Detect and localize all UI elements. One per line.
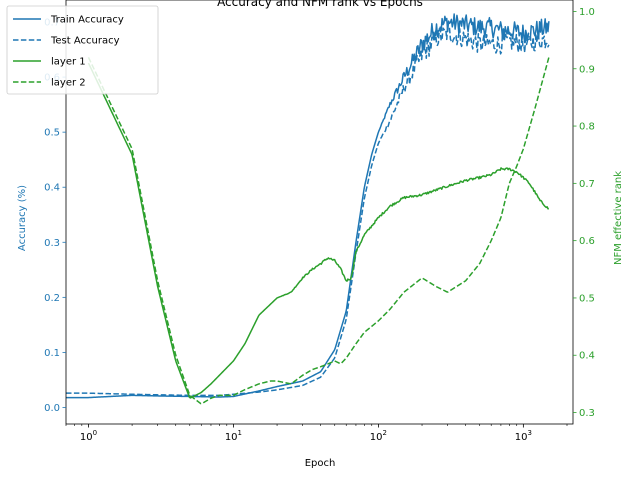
series-layer xyxy=(66,13,550,405)
plot-frame xyxy=(65,0,574,425)
x-axis-title: Epoch xyxy=(305,458,336,469)
series-line-layer-2 xyxy=(87,56,550,405)
y-right-tick-label: 0.3 xyxy=(579,408,595,419)
x-tick-label: 100 xyxy=(80,429,97,443)
y-left-tick-label: 0.0 xyxy=(44,403,60,414)
legend-box xyxy=(6,5,159,95)
legend-label: layer 1 xyxy=(51,57,86,68)
legend-label: Train Accuracy xyxy=(50,15,124,26)
x-tick-label: 103 xyxy=(515,429,532,443)
series-line-layer-1 xyxy=(87,62,549,399)
series-line-train-accuracy xyxy=(66,13,550,399)
y-left-tick-label: 0.4 xyxy=(44,183,60,194)
y-left-tick-label: 0.3 xyxy=(44,238,60,249)
y-right-tick-label: 0.8 xyxy=(579,122,595,133)
series-line-test-accuracy xyxy=(66,25,550,397)
y-right-tick-label: 0.6 xyxy=(579,236,595,247)
y-left-tick-label: 0.2 xyxy=(44,293,60,304)
y-axis-right-title: NFM effective rank xyxy=(613,171,624,265)
legend-label: Test Accuracy xyxy=(50,36,120,47)
y-right-tick-label: 0.5 xyxy=(579,293,595,304)
chart-title: Accuracy and NFM rank vs Epochs xyxy=(217,0,423,9)
y-left-tick-label: 0.1 xyxy=(44,348,60,359)
y-axis-right: 0.3 0.4 0.5 0.6 0.7 0.8 0.9 1.0 xyxy=(573,7,595,419)
y-right-tick-label: 0.7 xyxy=(579,179,595,190)
x-axis: 100 101 102 103 xyxy=(65,424,568,443)
x-tick-label: 101 xyxy=(225,429,242,443)
y-right-tick-label: 0.9 xyxy=(579,64,595,75)
y-axis-left-title: Accuracy (%) xyxy=(17,185,28,251)
legend-label: layer 2 xyxy=(51,78,86,89)
y-left-tick-label: 0.5 xyxy=(44,128,60,139)
y-right-tick-label: 0.4 xyxy=(579,351,595,362)
x-tick-label: 102 xyxy=(370,429,387,443)
y-right-tick-label: 1.0 xyxy=(579,7,595,18)
legend: Train Accuracy Test Accuracy layer 1 layer … xyxy=(6,5,159,95)
